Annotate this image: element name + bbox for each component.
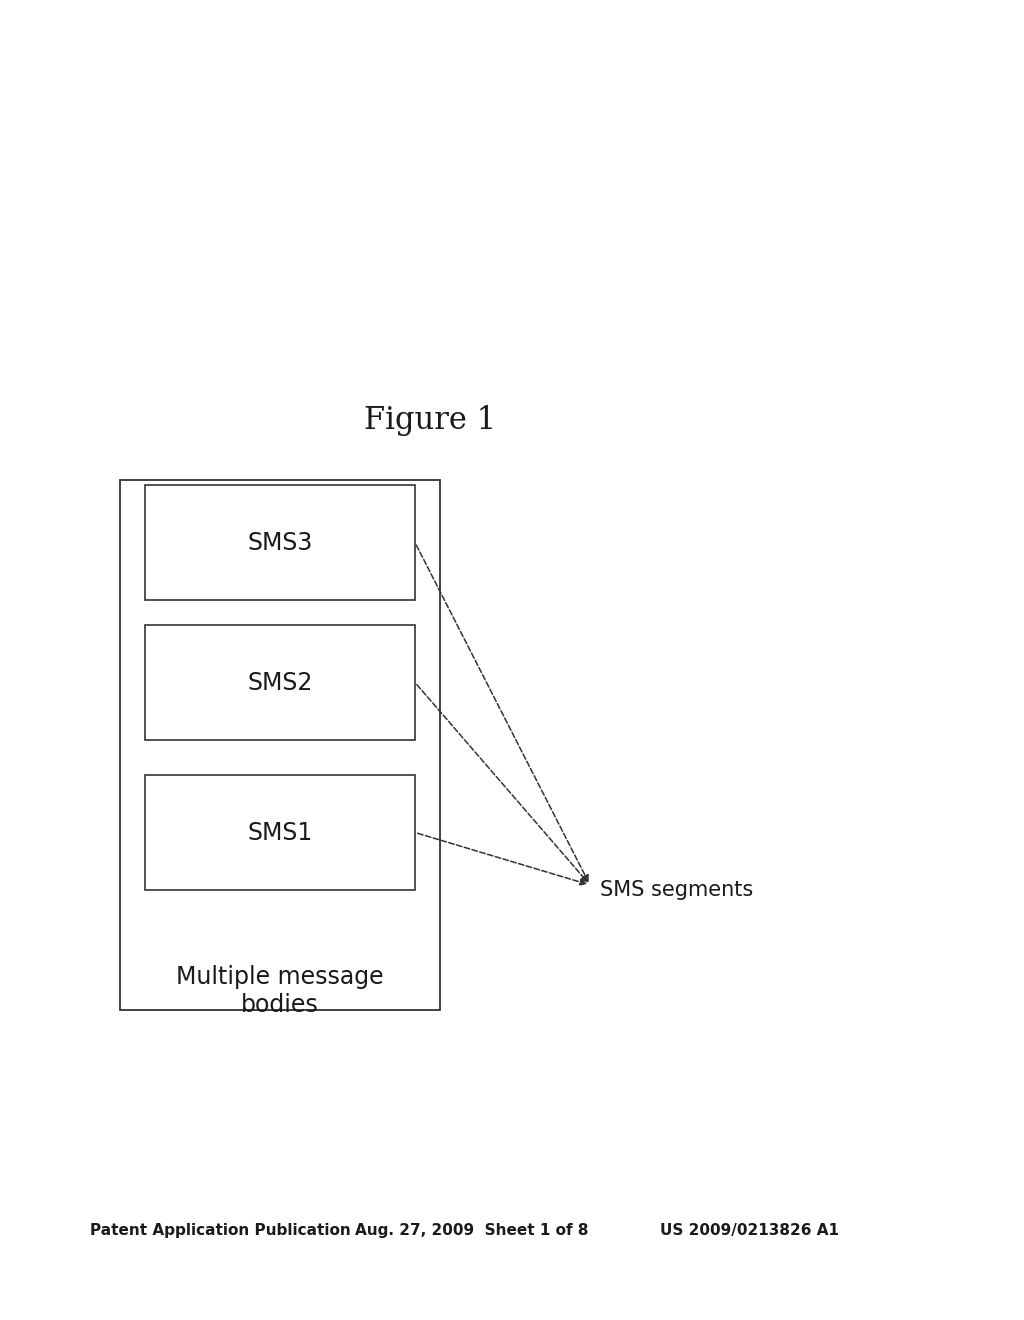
- Bar: [145, 775, 415, 890]
- Bar: [145, 484, 415, 601]
- Text: Figure 1: Figure 1: [364, 404, 496, 436]
- Text: SMS1: SMS1: [248, 821, 312, 845]
- Text: Aug. 27, 2009  Sheet 1 of 8: Aug. 27, 2009 Sheet 1 of 8: [355, 1224, 589, 1238]
- Text: Multiple message
bodies: Multiple message bodies: [176, 965, 384, 1016]
- Text: SMS segments: SMS segments: [600, 880, 754, 900]
- Text: SMS3: SMS3: [248, 531, 312, 554]
- Bar: [120, 480, 440, 1010]
- Text: US 2009/0213826 A1: US 2009/0213826 A1: [660, 1224, 839, 1238]
- Text: SMS2: SMS2: [248, 671, 312, 694]
- Text: Patent Application Publication: Patent Application Publication: [90, 1224, 351, 1238]
- Bar: [145, 624, 415, 741]
